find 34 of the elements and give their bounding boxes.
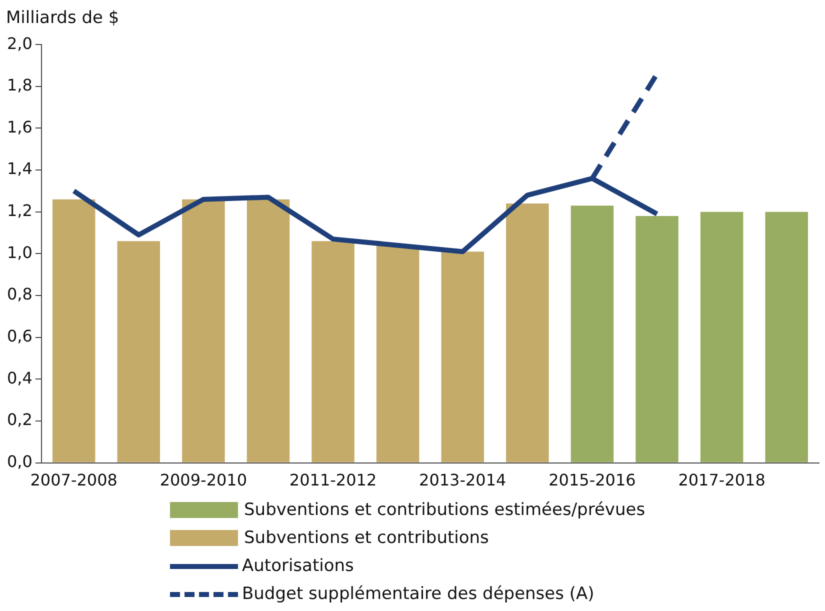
y-axis-title: Milliards de $ bbox=[6, 8, 120, 28]
bar bbox=[117, 241, 160, 462]
bar bbox=[376, 245, 420, 462]
legend-label: Subventions et contributions bbox=[244, 528, 489, 548]
y-tick-label: 1,4 bbox=[6, 159, 32, 178]
x-tick-label: 2017-2018 bbox=[678, 470, 766, 490]
bar bbox=[312, 241, 354, 462]
y-tick-label: 1,2 bbox=[6, 201, 32, 220]
x-tick-label: 2009-2010 bbox=[160, 470, 248, 490]
y-tick-label: 0,0 bbox=[6, 452, 32, 471]
x-tick-label: 2007-2008 bbox=[30, 470, 118, 490]
y-tick-label: 2,0 bbox=[6, 34, 32, 53]
y-tick-label: 1,6 bbox=[6, 117, 32, 136]
x-tick-label: 2015-2016 bbox=[548, 470, 636, 490]
bar bbox=[636, 216, 678, 462]
x-tick-label: 2011-2012 bbox=[289, 470, 377, 490]
bar bbox=[765, 212, 808, 462]
legend-label: Autorisations bbox=[242, 556, 354, 576]
bar bbox=[182, 199, 225, 462]
bar bbox=[52, 199, 96, 462]
bar bbox=[700, 212, 744, 462]
bar bbox=[441, 252, 484, 462]
y-tick-label: 0,8 bbox=[6, 284, 32, 304]
legend-label: Budget supplémentaire des dépenses (A) bbox=[242, 584, 594, 604]
legend-label: Subventions et contributions estimées/prévues bbox=[244, 500, 646, 520]
y-tick-label: 0,6 bbox=[6, 326, 32, 346]
bar bbox=[506, 204, 549, 462]
bar bbox=[570, 206, 614, 462]
y-tick-label: 1,8 bbox=[6, 76, 32, 95]
y-tick-label: 0,4 bbox=[6, 368, 32, 388]
bar bbox=[246, 199, 290, 462]
y-tick-label: 0,2 bbox=[6, 410, 32, 430]
x-tick-label: 2013-2014 bbox=[419, 470, 506, 490]
y-tick-label: 1,0 bbox=[6, 242, 32, 262]
